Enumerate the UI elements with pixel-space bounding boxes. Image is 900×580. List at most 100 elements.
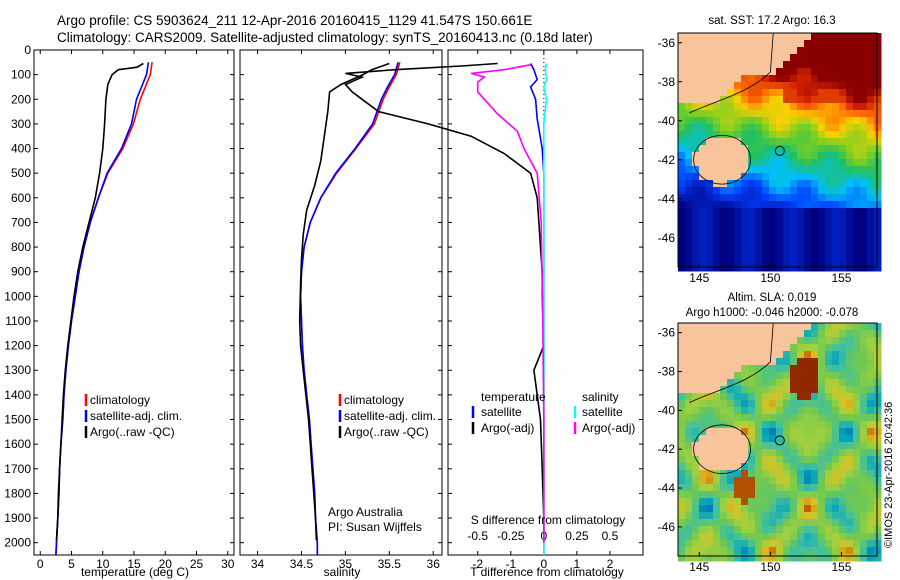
map-frame xyxy=(677,322,878,557)
temperature-legend: climatology satellite-adj. clim. Argo(..… xyxy=(84,393,182,439)
x-tick-label: 5 xyxy=(68,557,75,571)
diff-legend-s-title: salinity xyxy=(582,390,619,404)
diff-legend-t-argo: Argo(-adj) xyxy=(481,421,534,435)
y-tick-label: 400 xyxy=(11,142,31,156)
x-tick-label: 0 xyxy=(541,557,548,571)
x-tick-label: -1 xyxy=(505,557,516,571)
x-tick-label: 34 xyxy=(251,557,265,571)
y-tick-label: 1100 xyxy=(5,314,31,328)
y-tick-label: 300 xyxy=(11,117,31,131)
x-tick-label: 34.5 xyxy=(290,557,314,571)
y-tick-label: 500 xyxy=(11,166,31,180)
x-tick-label: 15 xyxy=(127,557,141,571)
map-x-tick-label: 150 xyxy=(760,560,780,574)
difference-legend: temperature salinity satellite Argo(-adj… xyxy=(471,390,635,435)
x-tick-label: 35 xyxy=(339,557,353,571)
series-satellite-adj-clim- xyxy=(299,62,399,555)
map-x-tick-label: 155 xyxy=(831,560,851,574)
y-tick-label: 200 xyxy=(11,92,31,106)
y-tick-label: 100 xyxy=(11,68,31,82)
map-y-tick-label: -44 xyxy=(658,192,676,206)
header-line-1: Argo profile: CS 5903624_211 12-Apr-2016… xyxy=(57,13,533,28)
x-tick-label: 0 xyxy=(37,557,44,571)
y-tick-label: 1400 xyxy=(4,388,31,402)
temp-legend-sat: satellite-adj. clim. xyxy=(90,409,182,423)
y-tick-label: 800 xyxy=(11,240,31,254)
y-tick-label: 900 xyxy=(11,265,31,279)
series-climatology xyxy=(299,62,401,555)
s-difference-label: S difference from climatology xyxy=(471,513,626,527)
map-field xyxy=(678,323,882,562)
map-y-tick-label: -40 xyxy=(658,114,676,128)
s-tick-label: -0.25 xyxy=(497,529,525,543)
sal-legend-argo: Argo(..raw -QC) xyxy=(344,425,429,439)
map-y-tick-label: -40 xyxy=(658,403,676,417)
header-line-2: Climatology: CARS2009. Satellite-adjuste… xyxy=(57,30,593,45)
map-y-tick-label: -36 xyxy=(658,36,676,50)
salinity-legend: climatology satellite-adj. clim. Argo(..… xyxy=(338,393,436,439)
imos-credit: ©IMOS 23-Apr-2016 20:42:36 xyxy=(883,402,895,548)
temperature-panel xyxy=(33,49,235,556)
map-y-tick-label: -42 xyxy=(658,153,676,167)
map-x-tick-label: 145 xyxy=(689,560,709,574)
s-tick-label: 0.25 xyxy=(565,529,589,543)
diff-legend-s-argo: Argo(-adj) xyxy=(582,421,635,435)
difference-xlabel: T difference from climatology xyxy=(470,565,624,579)
map-frame xyxy=(677,32,878,268)
sla-map-title-1: Altim. SLA: 0.019 xyxy=(728,292,817,304)
diff-legend-t-sat: satellite xyxy=(481,405,522,419)
x-tick-label: 1 xyxy=(574,557,581,571)
y-tick-label: 1900 xyxy=(4,511,31,525)
x-tick-label: 2 xyxy=(607,557,614,571)
x-tick-label: 35.5 xyxy=(378,557,402,571)
series-salinity-argo-adj- xyxy=(470,64,545,543)
map-x-tick-label: 145 xyxy=(689,271,709,285)
diff-legend-s-sat: satellite xyxy=(582,405,623,419)
series-argo-raw-qc- xyxy=(298,62,390,541)
shelf-contour xyxy=(689,322,774,403)
y-tick-label: 1800 xyxy=(4,486,31,500)
map-y-tick-label: -38 xyxy=(658,365,676,379)
x-tick-label: 20 xyxy=(159,557,173,571)
map-y-tick-label: -36 xyxy=(658,326,676,340)
x-tick-label: 25 xyxy=(190,557,204,571)
temperature-xlabel: temperature (deg C) xyxy=(81,565,189,579)
series-argo-raw-qc- xyxy=(55,62,144,541)
argo-australia-note: Argo Australia xyxy=(328,505,403,519)
x-tick-label: 10 xyxy=(96,557,110,571)
diff-legend-t-title: temperature xyxy=(481,390,546,404)
map-y-tick-label: -46 xyxy=(658,520,676,534)
x-tick-label: -2 xyxy=(472,557,483,571)
pi-note: PI: Susan Wijffels xyxy=(328,520,422,534)
salinity-panel xyxy=(239,49,443,556)
argo-position-marker xyxy=(774,435,785,446)
y-tick-label: 1000 xyxy=(4,289,31,303)
y-tick-label: 0 xyxy=(24,43,31,57)
x-tick-label: 30 xyxy=(221,557,235,571)
y-tick-label: 2000 xyxy=(4,536,31,550)
map-field xyxy=(678,33,882,272)
x-tick-label: 36 xyxy=(427,557,441,571)
map-y-tick-label: -38 xyxy=(658,75,676,89)
map-y-tick-label: -44 xyxy=(658,481,676,495)
map-y-tick-label: -42 xyxy=(658,442,676,456)
sal-legend-sat: satellite-adj. clim. xyxy=(344,409,436,423)
y-tick-label: 1600 xyxy=(4,437,31,451)
sst-map-title: sat. SST: 17.2 Argo: 16.3 xyxy=(708,15,835,27)
s-tick-label: 0.5 xyxy=(602,529,619,543)
series-salinity-satellite xyxy=(542,63,548,555)
y-tick-label: 1500 xyxy=(4,413,31,427)
sla-map-title-2: Argo h1000: -0.046 h2000: -0.078 xyxy=(686,307,859,319)
series-satellite-adj-clim- xyxy=(55,62,150,556)
tasmania-coast xyxy=(693,134,751,185)
salinity-xlabel: salinity xyxy=(324,565,361,579)
map-x-tick-label: 150 xyxy=(760,271,780,285)
y-tick-label: 1300 xyxy=(4,363,31,377)
tasmania-coast xyxy=(693,424,751,474)
temp-legend-clim: climatology xyxy=(90,393,150,407)
argo-position-marker xyxy=(774,145,785,156)
difference-panel xyxy=(447,49,644,556)
sal-legend-clim: climatology xyxy=(344,393,404,407)
series-temperature-argo-adj- xyxy=(344,62,545,543)
